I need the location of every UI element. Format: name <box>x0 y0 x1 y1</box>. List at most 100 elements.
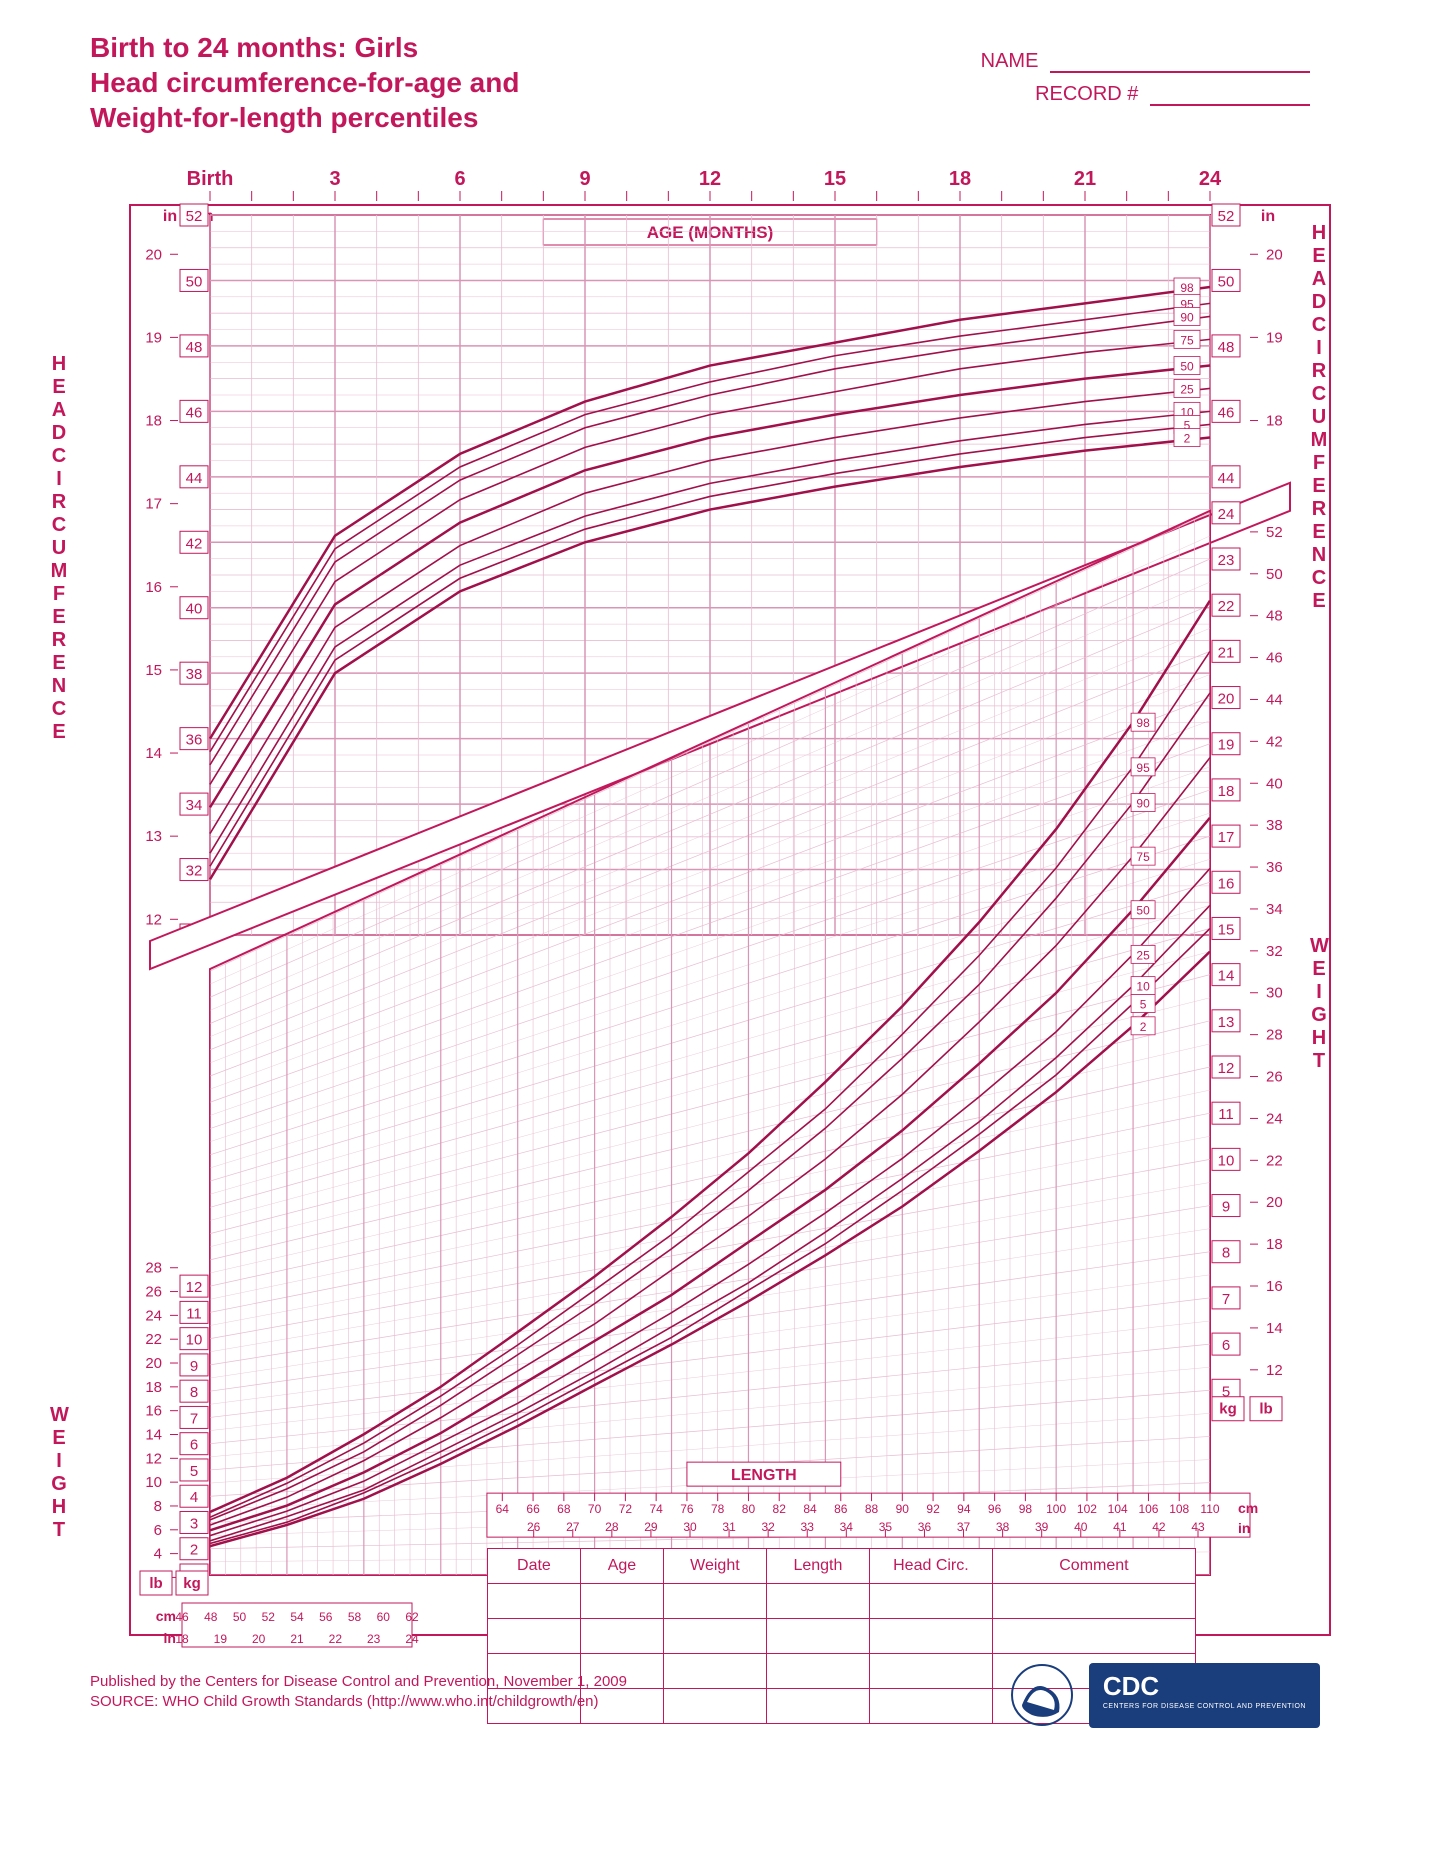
table-header: Age <box>580 1549 663 1584</box>
svg-text:50: 50 <box>233 1610 247 1624</box>
svg-text:16: 16 <box>1266 1278 1283 1295</box>
cdc-logo: CDC CENTERS FOR DISEASE CONTROL AND PREV… <box>1089 1663 1320 1728</box>
svg-text:12: 12 <box>699 168 721 190</box>
svg-text:23: 23 <box>367 1632 381 1646</box>
svg-text:in: in <box>1238 1520 1250 1536</box>
svg-text:14: 14 <box>1266 1320 1283 1337</box>
svg-text:4: 4 <box>190 1489 198 1506</box>
svg-text:20: 20 <box>1266 246 1283 263</box>
svg-text:12: 12 <box>145 1450 162 1467</box>
svg-text:78: 78 <box>711 1502 725 1516</box>
svg-text:40: 40 <box>1074 1520 1088 1534</box>
svg-text:50: 50 <box>186 273 203 290</box>
cdc-logo-text: CDC <box>1103 1671 1159 1701</box>
svg-text:20: 20 <box>1218 691 1235 708</box>
svg-text:kg: kg <box>1219 1401 1237 1418</box>
svg-text:100: 100 <box>1046 1502 1066 1516</box>
svg-text:50: 50 <box>1266 566 1283 583</box>
record-label: RECORD # <box>1035 83 1138 105</box>
svg-text:7: 7 <box>190 1410 198 1427</box>
svg-text:32: 32 <box>1266 943 1283 960</box>
svg-text:66: 66 <box>526 1502 540 1516</box>
svg-text:36: 36 <box>1266 859 1283 876</box>
svg-text:48: 48 <box>186 339 203 356</box>
svg-text:52: 52 <box>262 1610 276 1624</box>
svg-text:92: 92 <box>926 1502 940 1516</box>
svg-text:6: 6 <box>190 1437 198 1454</box>
svg-text:38: 38 <box>1266 817 1283 834</box>
svg-text:34: 34 <box>840 1520 854 1534</box>
axis-label-head-circ-left: HEAD CIRCUMFERENCE <box>50 353 70 744</box>
svg-text:18: 18 <box>1218 783 1235 800</box>
svg-text:94: 94 <box>957 1502 971 1516</box>
hhs-logo-icon <box>1007 1660 1077 1730</box>
svg-text:24: 24 <box>145 1307 162 1324</box>
svg-text:39: 39 <box>1035 1520 1049 1534</box>
svg-text:11: 11 <box>1218 1106 1234 1123</box>
svg-text:20: 20 <box>1266 1194 1283 1211</box>
name-field-row: NAME <box>981 50 1310 73</box>
svg-text:17: 17 <box>145 496 162 513</box>
svg-text:44: 44 <box>186 470 203 487</box>
svg-text:9: 9 <box>579 168 590 190</box>
svg-text:38: 38 <box>996 1520 1010 1534</box>
svg-text:10: 10 <box>186 1332 203 1349</box>
svg-text:9: 9 <box>190 1358 198 1375</box>
svg-text:88: 88 <box>865 1502 879 1516</box>
svg-text:26: 26 <box>1266 1069 1283 1086</box>
table-row[interactable] <box>487 1584 1195 1619</box>
svg-text:28: 28 <box>605 1520 619 1534</box>
svg-text:19: 19 <box>1266 329 1283 346</box>
svg-text:76: 76 <box>680 1502 694 1516</box>
name-input-line[interactable] <box>1050 71 1310 73</box>
svg-text:23: 23 <box>1218 552 1235 569</box>
svg-text:21: 21 <box>1218 644 1235 661</box>
svg-text:8: 8 <box>154 1498 162 1515</box>
svg-text:35: 35 <box>879 1520 893 1534</box>
svg-text:44: 44 <box>1266 691 1283 708</box>
chart-area: Birth3691215182124incmcminAGE (MONTHS)30… <box>90 155 1350 1685</box>
svg-text:48: 48 <box>1218 339 1235 356</box>
table-row[interactable] <box>487 1619 1195 1654</box>
svg-text:8: 8 <box>190 1384 198 1401</box>
svg-text:110: 110 <box>1200 1502 1219 1516</box>
svg-text:12: 12 <box>1218 1060 1235 1077</box>
svg-text:27: 27 <box>566 1520 580 1534</box>
table-header: Head Circ. <box>869 1549 992 1584</box>
svg-text:74: 74 <box>649 1502 663 1516</box>
svg-text:19: 19 <box>214 1632 228 1646</box>
svg-text:18: 18 <box>949 168 971 190</box>
svg-text:5: 5 <box>190 1463 198 1480</box>
svg-text:in: in <box>1261 208 1275 225</box>
svg-text:46: 46 <box>1218 404 1235 421</box>
svg-text:95: 95 <box>1136 761 1150 775</box>
svg-text:20: 20 <box>252 1632 266 1646</box>
svg-text:28: 28 <box>1266 1027 1283 1044</box>
record-input-line[interactable] <box>1150 104 1310 106</box>
svg-text:102: 102 <box>1077 1502 1097 1516</box>
svg-text:26: 26 <box>145 1284 162 1301</box>
patient-fields: NAME RECORD # <box>981 50 1310 116</box>
svg-text:90: 90 <box>1136 797 1150 811</box>
svg-text:6: 6 <box>1222 1337 1230 1354</box>
svg-text:24: 24 <box>405 1632 419 1646</box>
svg-text:in: in <box>163 208 177 225</box>
svg-text:90: 90 <box>1180 310 1194 324</box>
svg-text:98: 98 <box>1019 1502 1033 1516</box>
svg-text:20: 20 <box>145 246 162 263</box>
svg-text:Birth: Birth <box>187 168 234 190</box>
svg-text:48: 48 <box>204 1610 218 1624</box>
svg-text:75: 75 <box>1180 333 1194 347</box>
svg-text:62: 62 <box>405 1610 419 1624</box>
svg-text:31: 31 <box>722 1520 736 1534</box>
svg-text:32: 32 <box>186 863 203 880</box>
svg-text:40: 40 <box>1266 775 1283 792</box>
svg-text:24: 24 <box>1266 1110 1283 1127</box>
svg-text:22: 22 <box>145 1331 162 1348</box>
growth-chart-svg: Birth3691215182124incmcminAGE (MONTHS)30… <box>90 155 1350 1685</box>
footer-line-2: SOURCE: WHO Child Growth Standards (http… <box>90 1692 627 1712</box>
table-header: Comment <box>992 1549 1195 1584</box>
svg-text:98: 98 <box>1136 716 1150 730</box>
svg-text:8: 8 <box>1222 1245 1230 1262</box>
page: Birth to 24 months: Girls Head circumfer… <box>90 30 1350 1685</box>
